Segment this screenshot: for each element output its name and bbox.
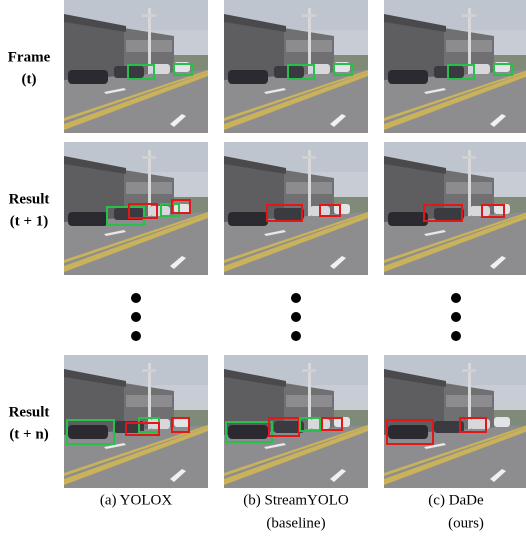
row-label: Frame	[8, 49, 51, 65]
row-label: (t + n)	[9, 426, 48, 442]
ellipsis-dot	[451, 312, 461, 322]
detection-box	[125, 422, 160, 436]
photo	[384, 0, 526, 133]
row-label: Result	[9, 404, 50, 420]
detection-box	[266, 204, 303, 222]
detection-box	[299, 417, 321, 432]
ellipsis-dot	[131, 312, 141, 322]
detection-box	[127, 64, 155, 80]
detection-box	[160, 203, 180, 217]
ellipsis-dot	[291, 312, 301, 322]
row-label: (t)	[22, 71, 37, 87]
detection-box	[423, 204, 463, 222]
ellipsis-dot	[131, 331, 141, 341]
detection-box	[173, 63, 193, 76]
detection-box	[493, 63, 513, 76]
photo	[224, 142, 368, 275]
detection-box	[225, 421, 273, 443]
detection-box	[459, 417, 487, 433]
ellipsis-dot	[291, 331, 301, 341]
detection-box	[386, 419, 434, 445]
photo	[64, 355, 208, 488]
ellipsis-dot	[131, 293, 141, 303]
detection-box	[481, 204, 505, 218]
detection-box	[171, 417, 190, 433]
detection-box	[106, 206, 145, 226]
photo	[64, 142, 208, 275]
photo	[384, 355, 526, 488]
detection-box	[319, 204, 341, 217]
column-subcaption: (baseline)	[266, 515, 325, 531]
ellipsis-dot	[451, 331, 461, 341]
detection-box	[128, 203, 158, 219]
column-caption: (c) DaDe	[428, 492, 484, 508]
detection-box	[171, 199, 191, 214]
photo	[64, 0, 208, 133]
row-label: (t + 1)	[10, 213, 49, 229]
row-label: Result	[9, 191, 50, 207]
detection-box	[66, 419, 115, 445]
detection-box	[333, 63, 353, 76]
detection-box	[447, 64, 475, 80]
detection-box	[321, 417, 343, 431]
column-subcaption: (ours)	[448, 515, 484, 531]
ellipsis-dot	[451, 293, 461, 303]
detection-box	[287, 64, 315, 80]
column-caption: (a) YOLOX	[100, 492, 173, 508]
photo	[224, 0, 368, 133]
column-caption: (b) StreamYOLO	[243, 492, 349, 508]
ellipsis-dot	[291, 293, 301, 303]
